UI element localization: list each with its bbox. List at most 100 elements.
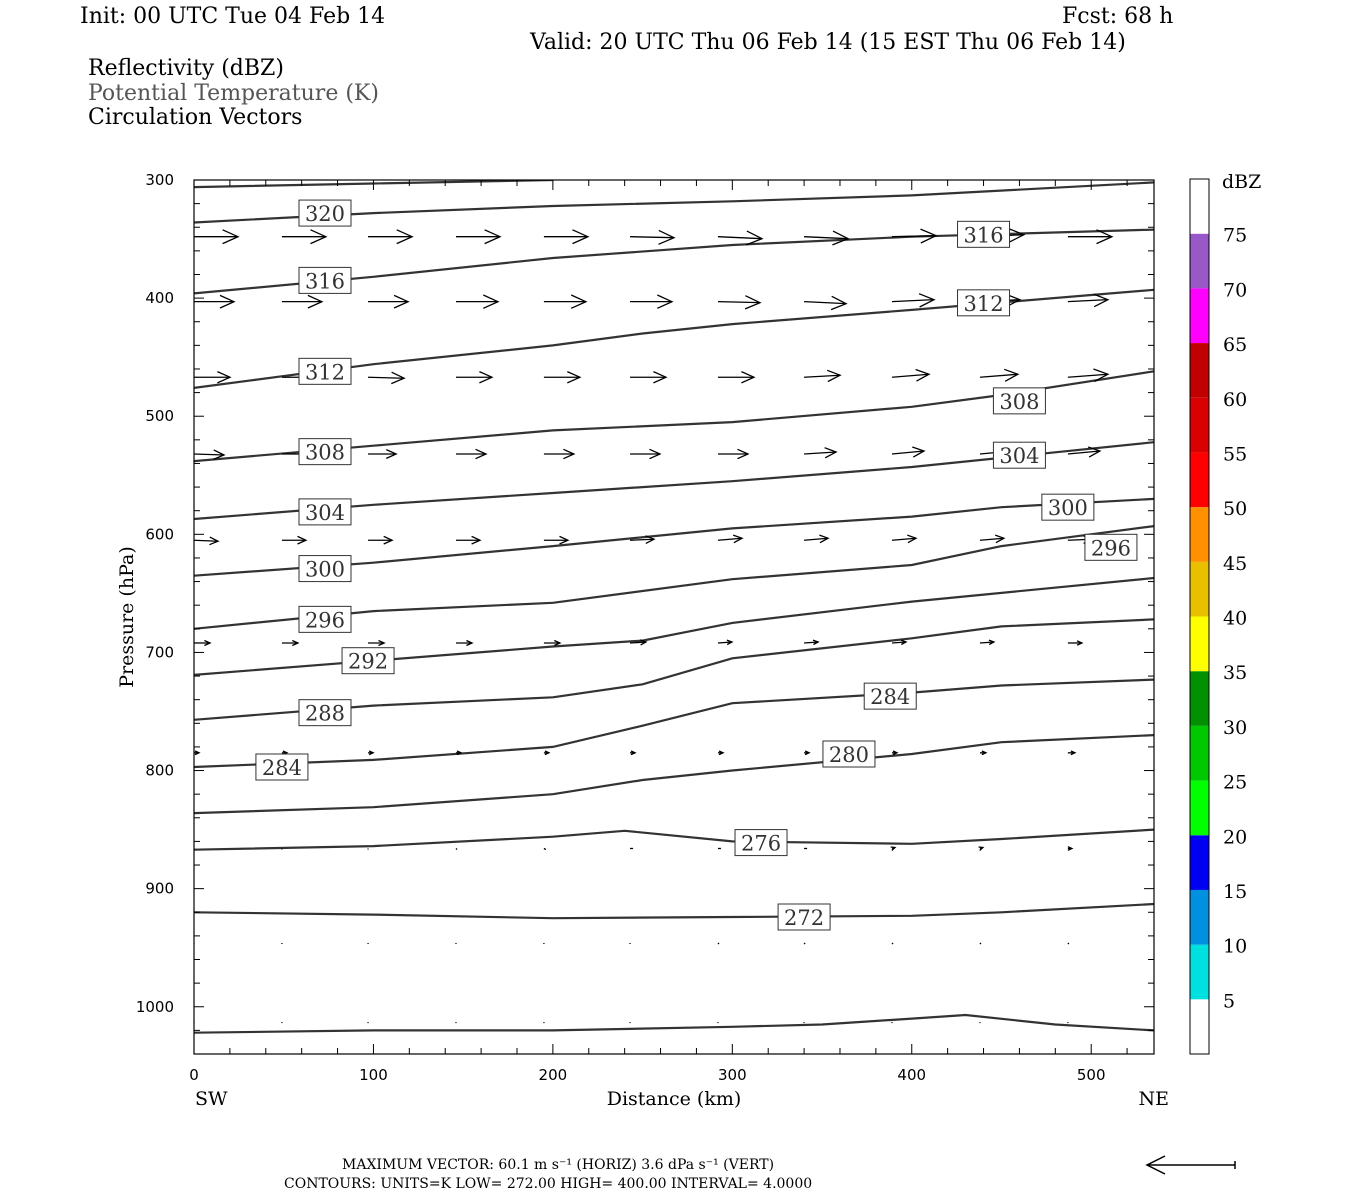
colorbar-tick-label: 35 [1223, 662, 1247, 684]
contour-label: 300 [298, 555, 352, 583]
colorbar-segment [1190, 343, 1209, 398]
circulation-vector [891, 942, 894, 945]
circulation-vector [543, 535, 570, 545]
field-circulation-vectors: Circulation Vectors [88, 105, 303, 130]
circulation-vector [629, 639, 648, 646]
circulation-vector [543, 294, 588, 309]
contour-label: 304 [298, 498, 352, 526]
svg-text:292: 292 [348, 650, 388, 674]
circulation-vector [194, 449, 226, 461]
y-tick-label: 700 [145, 643, 174, 661]
circulation-vector [368, 750, 375, 756]
x-tick-label: 200 [539, 1066, 568, 1084]
y-axis-label: Pressure (hPa) [116, 546, 138, 688]
x-end-label-sw: SW [195, 1088, 228, 1110]
y-tick-label: 300 [145, 171, 174, 189]
circulation-vector [194, 294, 236, 309]
circulation-vector [804, 639, 820, 646]
colorbar-tick-label: 60 [1223, 389, 1247, 411]
y-tick-label: 400 [145, 289, 174, 307]
circulation-vector [543, 750, 551, 756]
circulation-vector [368, 294, 410, 309]
contour-label: 300 [1041, 493, 1095, 521]
colorbar-tick-label: 10 [1223, 936, 1247, 958]
contour-label: 272 [777, 903, 831, 931]
contour-label: 308 [992, 387, 1046, 415]
circulation-vector [455, 294, 500, 309]
svg-text:300: 300 [1048, 496, 1088, 520]
circulation-vector [368, 639, 386, 647]
circulation-vector [804, 750, 811, 756]
colorbar-segment [1190, 725, 1209, 781]
circulation-vector [892, 228, 938, 244]
circulation-vector [717, 639, 734, 646]
circulation-vector [717, 295, 762, 310]
svg-text:284: 284 [262, 756, 302, 780]
circulation-vector [543, 639, 562, 647]
colorbar: 5 10 15 20 25 30 35 40 45 50 55 60 65 70 75 [1189, 178, 1247, 1055]
circulation-vector [194, 536, 220, 546]
colorbar-segment [1190, 616, 1209, 672]
colorbar-tick-label: 40 [1223, 608, 1247, 630]
circulation-vector [1067, 640, 1084, 646]
x-tick-label: 0 [189, 1066, 199, 1084]
circulation-vector [717, 371, 756, 384]
circulation-vector [368, 229, 414, 245]
y-tick-label: 500 [145, 407, 174, 425]
circulation-vector [979, 942, 982, 945]
reference-vector-icon [1145, 1155, 1236, 1175]
forecast-hour: Fcst: 68 h [1062, 4, 1174, 29]
isentrope-288 [194, 618, 1154, 721]
x-axis-label: Distance (km) [607, 1088, 742, 1110]
svg-text:288: 288 [305, 702, 345, 726]
contour-label: 292 [341, 647, 395, 675]
colorbar-segment [1190, 944, 1209, 1000]
circulation-vector [368, 371, 406, 385]
circulation-vector [717, 750, 725, 756]
circulation-vector [1067, 942, 1070, 945]
svg-text:308: 308 [305, 441, 345, 465]
circulation-vector [717, 942, 720, 945]
valid-time: Valid: 20 UTC Thu 06 Feb 14 (15 EST Thu … [530, 30, 1126, 55]
circulation-vector [630, 750, 637, 756]
circulation-vector [1067, 446, 1102, 458]
circulation-vector [194, 639, 212, 647]
circulation-vector [194, 750, 201, 756]
circulation-vector [1067, 229, 1114, 245]
contour-label: 276 [734, 829, 788, 857]
colorbar-segment [1190, 233, 1209, 289]
colorbar-frame [1189, 178, 1210, 1055]
contour-label: 316 [957, 220, 1011, 248]
circulation-vector [630, 371, 668, 384]
circulation-vector [630, 535, 656, 544]
isentrope-268 [194, 1013, 1154, 1034]
circulation-vector [891, 293, 936, 308]
colorbar-tick-label: 45 [1223, 553, 1247, 575]
circulation-vector [1067, 368, 1110, 383]
circulation-vector [455, 750, 463, 756]
colorbar-tick-label: 70 [1223, 279, 1247, 301]
y-tick-label: 1000 [136, 998, 174, 1016]
contour-label: 284 [863, 682, 917, 710]
circulation-vector [804, 447, 838, 459]
circulation-vector [979, 368, 1020, 382]
y-tick-label: 600 [145, 525, 174, 543]
contour-label: 304 [992, 441, 1046, 469]
contour-label: 312 [957, 289, 1011, 317]
circulation-vector [194, 371, 232, 384]
contour-label: 284 [255, 753, 309, 781]
circulation-vector [891, 446, 926, 458]
circulation-vector [455, 371, 494, 384]
field-potential-temperature: Potential Temperature (K) [88, 81, 379, 106]
colorbar-segment [1190, 671, 1209, 726]
circulation-vector [979, 639, 996, 646]
contour-label: 312 [298, 357, 352, 385]
isentrope-296 [194, 525, 1154, 630]
circulation-vector [368, 535, 394, 545]
contour-label: 280 [822, 740, 876, 768]
isentrope-276 [194, 828, 1154, 851]
circulation-vector [630, 229, 676, 245]
svg-text:296: 296 [1091, 536, 1131, 560]
colorbar-tick-label: 50 [1223, 498, 1247, 520]
